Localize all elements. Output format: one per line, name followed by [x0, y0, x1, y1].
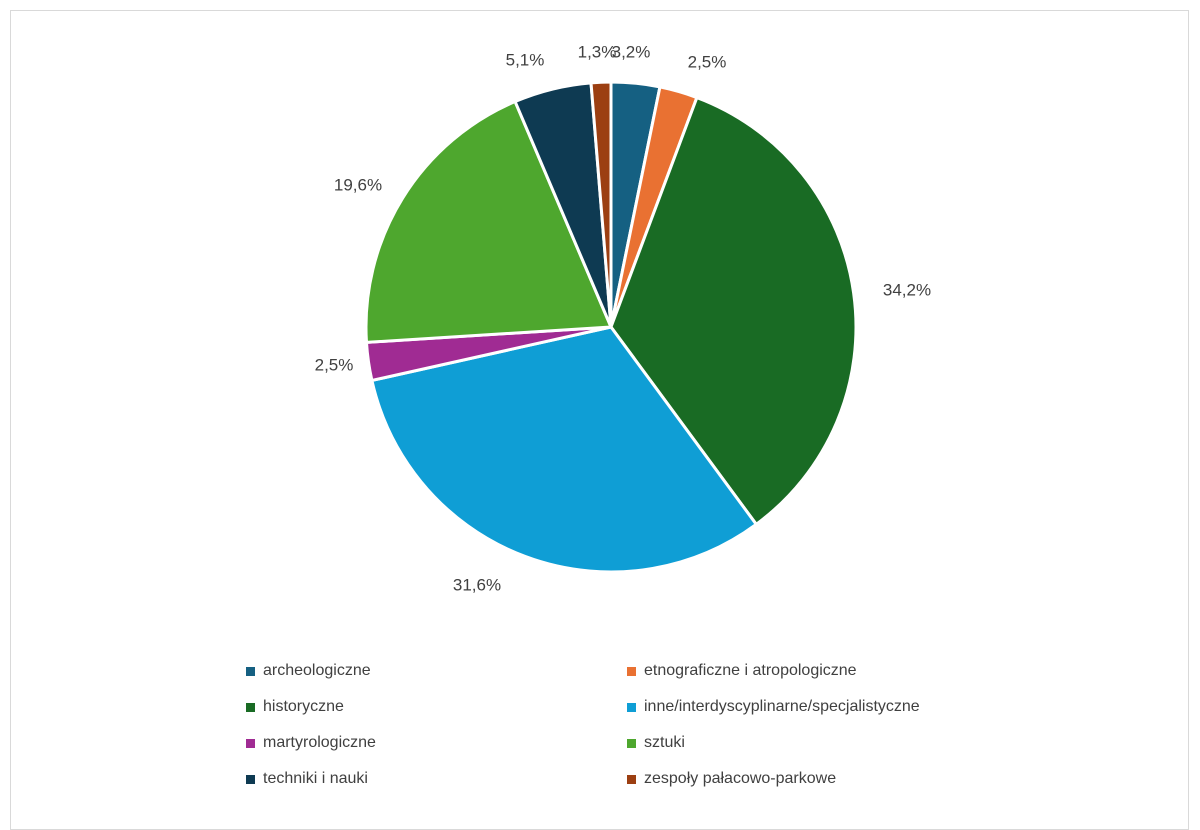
- legend-label: archeologiczne: [263, 662, 371, 679]
- data-label-zespoly-palacowo-parkowe: 1,3%: [578, 42, 617, 61]
- pie-slice-inne-interdyscyplinarne-specjalistyczne: [370, 325, 758, 574]
- legend-label: zespoły pałacowo-parkowe: [644, 770, 837, 787]
- chart-area: 3,2% 2,5% 34,2% 31,6% 2,5% 19,6% 5,1% 1,3% arch…: [10, 10, 1189, 830]
- legend-item-sztuki: sztuki: [627, 729, 685, 757]
- legend-swatch: [627, 738, 636, 748]
- legend-item-inne-interdyscyplinarne-specjalistyczne: inne/interdyscyplinarne/specjalistyczne: [627, 693, 920, 721]
- data-label-inne-interdyscyplinarne-specjalistyczne: 31,6%: [453, 575, 501, 594]
- data-label-martyrologiczne: 2,5%: [315, 355, 354, 374]
- data-label-techniki-i-nauki: 5,1%: [506, 50, 545, 69]
- legend-item-archeologiczne: archeologiczne: [246, 657, 371, 685]
- data-label-etnograficzne-i-atropologiczne: 2,5%: [688, 52, 727, 71]
- legend-label: sztuki: [644, 734, 685, 751]
- legend-swatch: [246, 738, 255, 748]
- legend-label: inne/interdyscyplinarne/specjalistyczne: [644, 698, 920, 715]
- legend-label: historyczne: [263, 698, 344, 715]
- legend-swatch: [627, 702, 636, 712]
- legend-swatch: [246, 702, 255, 712]
- legend-item-etnograficzne-i-atropologiczne: etnograficzne i atropologiczne: [627, 657, 857, 685]
- legend-swatch: [246, 666, 255, 676]
- data-label-sztuki: 19,6%: [334, 175, 382, 194]
- legend-swatch: [627, 774, 636, 784]
- legend-swatch: [246, 774, 255, 784]
- legend-item-historyczne: historyczne: [246, 693, 344, 721]
- pie-slice-historyczne: [609, 96, 858, 526]
- data-label-archeologiczne: 3,2%: [612, 42, 651, 61]
- legend-item-techniki-i-nauki: techniki i nauki: [246, 765, 368, 793]
- legend-swatch: [627, 666, 636, 676]
- data-label-historyczne: 34,2%: [883, 280, 931, 299]
- pie-chart: 3,2% 2,5% 34,2% 31,6% 2,5% 19,6% 5,1% 1,3%: [315, 42, 931, 594]
- pie-slice-sztuki: [364, 100, 613, 344]
- legend-item-zespoly-palacowo-parkowe: zespoły pałacowo-parkowe: [627, 765, 836, 793]
- legend-label: techniki i nauki: [263, 770, 368, 787]
- legend-label: etnograficzne i atropologiczne: [644, 662, 857, 679]
- legend-label: martyrologiczne: [263, 734, 376, 751]
- pie-slice-zespoly-palacowo-parkowe: [589, 80, 613, 329]
- legend-item-martyrologiczne: martyrologiczne: [246, 729, 376, 757]
